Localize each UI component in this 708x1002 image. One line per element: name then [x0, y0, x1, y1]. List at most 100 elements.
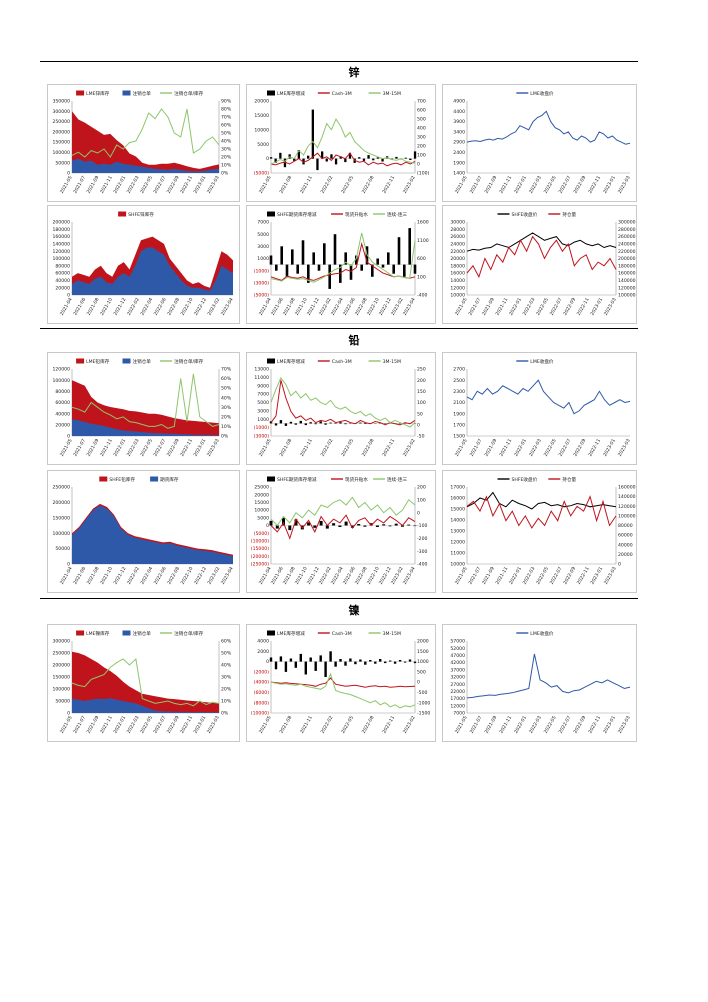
x-tick-label: 2023-01	[602, 175, 617, 195]
legend-label: 3M-15M	[383, 91, 401, 97]
chart-panel-ni-lme-price: LME收盘价 7000 12000 17000 22000 27000 32000 37000…	[442, 624, 637, 742]
x-tick-label: 2022-07	[152, 715, 167, 735]
x-tick-label: 2022-06	[153, 566, 168, 586]
line-series	[466, 495, 617, 529]
bar	[288, 525, 292, 531]
bar	[403, 264, 406, 277]
y-tick-label-left: 42000	[450, 660, 465, 666]
line-series	[466, 232, 617, 252]
x-tick-label: 2023-03	[617, 175, 632, 195]
x-tick-label: 2023-03	[603, 297, 618, 317]
y-tick-label-left: 3000	[257, 408, 269, 414]
y-tick-label-right: 160000	[618, 485, 636, 491]
y-tick-label-right: 20%	[221, 414, 232, 420]
x-tick-label: 2022-07	[152, 438, 167, 458]
y-tick-label-left: 0	[67, 711, 70, 717]
y-tick-label-right: 80000	[618, 523, 633, 529]
chart-svg: SHFE收盘价 持仓量 10000 11000 12000 13000 14000 15000…	[450, 476, 636, 586]
y-tick-label-right: 20%	[221, 155, 232, 161]
y-tick-label-right: -400	[417, 293, 428, 299]
legend: LME铅库存 注销仓单 注销仓单/库存	[76, 358, 204, 365]
bar	[269, 157, 273, 159]
x-tick-label: 2022-01	[508, 297, 523, 317]
chart-panel-pb-lme-price: LME收盘价 1500 1700 1900 2100 2300 2500 2700 2021-0…	[442, 352, 637, 465]
line-series	[270, 232, 416, 283]
y-tick-label-right: 0	[618, 562, 621, 568]
y-tick-label-left: 13000	[254, 367, 269, 373]
x-tick-label: 2022-07	[549, 297, 564, 317]
x-tick-label: 2021-06	[72, 297, 87, 317]
bar	[330, 154, 333, 159]
y-tick-label-right: 0%	[221, 171, 229, 177]
line-series	[71, 657, 220, 707]
y-tick-label-right: 140000	[618, 494, 636, 500]
x-tick-label: 2021-09	[86, 715, 101, 735]
line-series	[466, 235, 617, 279]
y-tick-label-right: 1500	[417, 649, 429, 655]
chart-svg: LME收盘价 1400 1900 2400 2900 3400 3900 4400 4900 20…	[453, 90, 632, 195]
legend: LME锌库存 注销仓单 注销仓单/库存	[76, 90, 204, 97]
bar	[309, 422, 312, 424]
bar	[364, 423, 367, 424]
y-tick-label-right: 20000	[618, 552, 633, 558]
bar	[359, 659, 362, 662]
x-tick-label: 2021-05	[454, 297, 469, 317]
y-tick-label-left: 15000	[450, 507, 465, 513]
bar	[344, 661, 347, 666]
bar	[413, 525, 417, 527]
x-tick-label: 2021-08	[86, 297, 101, 317]
chart-panel-zn-shfe-spread: SHFE期货库存增减 现货升贴水 连续-连三 (5000) (3000) (1000) 10…	[246, 205, 436, 324]
y-tick-label-left: 10000	[254, 508, 269, 514]
bar	[339, 659, 342, 662]
bar	[283, 158, 287, 168]
line-series	[466, 491, 617, 510]
y-tick-label-right: 0	[417, 510, 420, 516]
bar	[274, 158, 277, 163]
y-tick-label-right: 2000	[417, 639, 429, 645]
chart-panel-pb-shfe-stock: SHFE铅库存 期货库存 0 50000 100000 150000 200000 25000…	[47, 470, 240, 593]
y-tick-label-left: 1900	[453, 160, 465, 166]
legend-swatch	[122, 358, 131, 364]
x-tick-label: 2021-05	[258, 438, 273, 458]
y-tick-label-left: 7000	[257, 220, 269, 226]
x-tick-label: 2022-11	[179, 438, 194, 458]
x-tick-label: 2022-03	[126, 715, 141, 735]
x-tick-label: 2023-03	[603, 566, 618, 586]
y-tick-label-left: 50000	[55, 160, 70, 166]
section-divider-zinc	[40, 61, 638, 62]
y-tick-label-right: 1100	[417, 238, 429, 244]
bar	[325, 158, 328, 162]
x-tick-label: 2021-09	[86, 175, 101, 195]
y-tick-label-right: 50	[417, 411, 423, 417]
y-tick-label-right: 30%	[221, 147, 232, 153]
x-tick-label: 2022-09	[572, 715, 587, 735]
x-tick-label: 2022-11	[587, 438, 602, 458]
bar	[393, 661, 397, 664]
y-tick-label-left: 5000	[257, 400, 269, 406]
y-tick-label-left: 5000	[257, 142, 269, 148]
bar	[413, 661, 417, 664]
y-tick-label-right: 400	[417, 126, 426, 132]
y-tick-label-left: 10000	[254, 127, 269, 133]
legend-swatch	[118, 211, 127, 217]
x-tick-label: 2022-05	[139, 175, 154, 195]
bar	[296, 264, 299, 274]
legend-swatch	[267, 358, 275, 364]
x-tick-label: 2021-11	[99, 715, 114, 735]
y-tick-label-right: 200	[417, 144, 426, 150]
chart-svg: LME镍库存 注销仓单 注销仓单/库存 0 50000 100000 150000 20000…	[52, 630, 231, 735]
y-tick-label-left: 13000	[450, 529, 465, 535]
legend: SHFE锌库存	[118, 211, 154, 218]
bar	[289, 421, 293, 424]
y-tick-label-right: 90%	[221, 99, 232, 105]
x-tick-label: 2022-02	[320, 715, 335, 735]
chart-panel-pb-shfe-price: SHFE收盘价 持仓量 10000 11000 12000 13000 14000 15000…	[442, 470, 637, 593]
y-tick-label-left: (1000)	[254, 268, 269, 274]
bar	[299, 653, 302, 662]
y-tick-label-left: 100000	[52, 687, 70, 693]
x-tick-label: 2021-09	[484, 438, 499, 458]
bar	[344, 423, 347, 425]
x-tick-label: 2022-03	[126, 175, 141, 195]
y-tick-label-left: 3400	[453, 129, 465, 135]
bar	[297, 150, 300, 159]
